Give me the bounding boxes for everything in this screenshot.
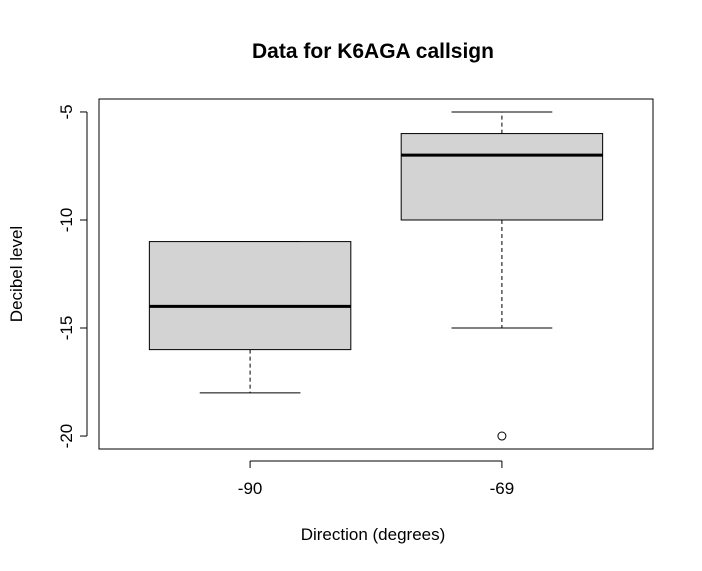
y-tick-label: -10 <box>57 208 76 233</box>
y-tick-label: -5 <box>57 104 76 119</box>
box-group <box>400 111 604 441</box>
x-tick-label: -69 <box>490 479 515 498</box>
plot-frame <box>98 98 654 450</box>
x-tick-label: -90 <box>238 479 263 498</box>
y-axis: -5 -10 -15 -20 <box>57 104 88 449</box>
chart-title: Data for K6AGA callsign <box>252 40 494 63</box>
y-axis-label: Decibel level <box>7 226 26 322</box>
x-axis: -90 -69 <box>238 460 515 498</box>
y-tick-label: -20 <box>57 424 76 449</box>
y-tick-label: -15 <box>57 316 76 341</box>
boxes-layer <box>148 111 604 441</box>
x-axis-label: Direction (degrees) <box>301 525 446 544</box>
outlier-point <box>497 431 507 441</box>
iqr-box <box>400 133 604 221</box>
iqr-box <box>148 241 352 351</box>
box-group <box>148 241 352 394</box>
